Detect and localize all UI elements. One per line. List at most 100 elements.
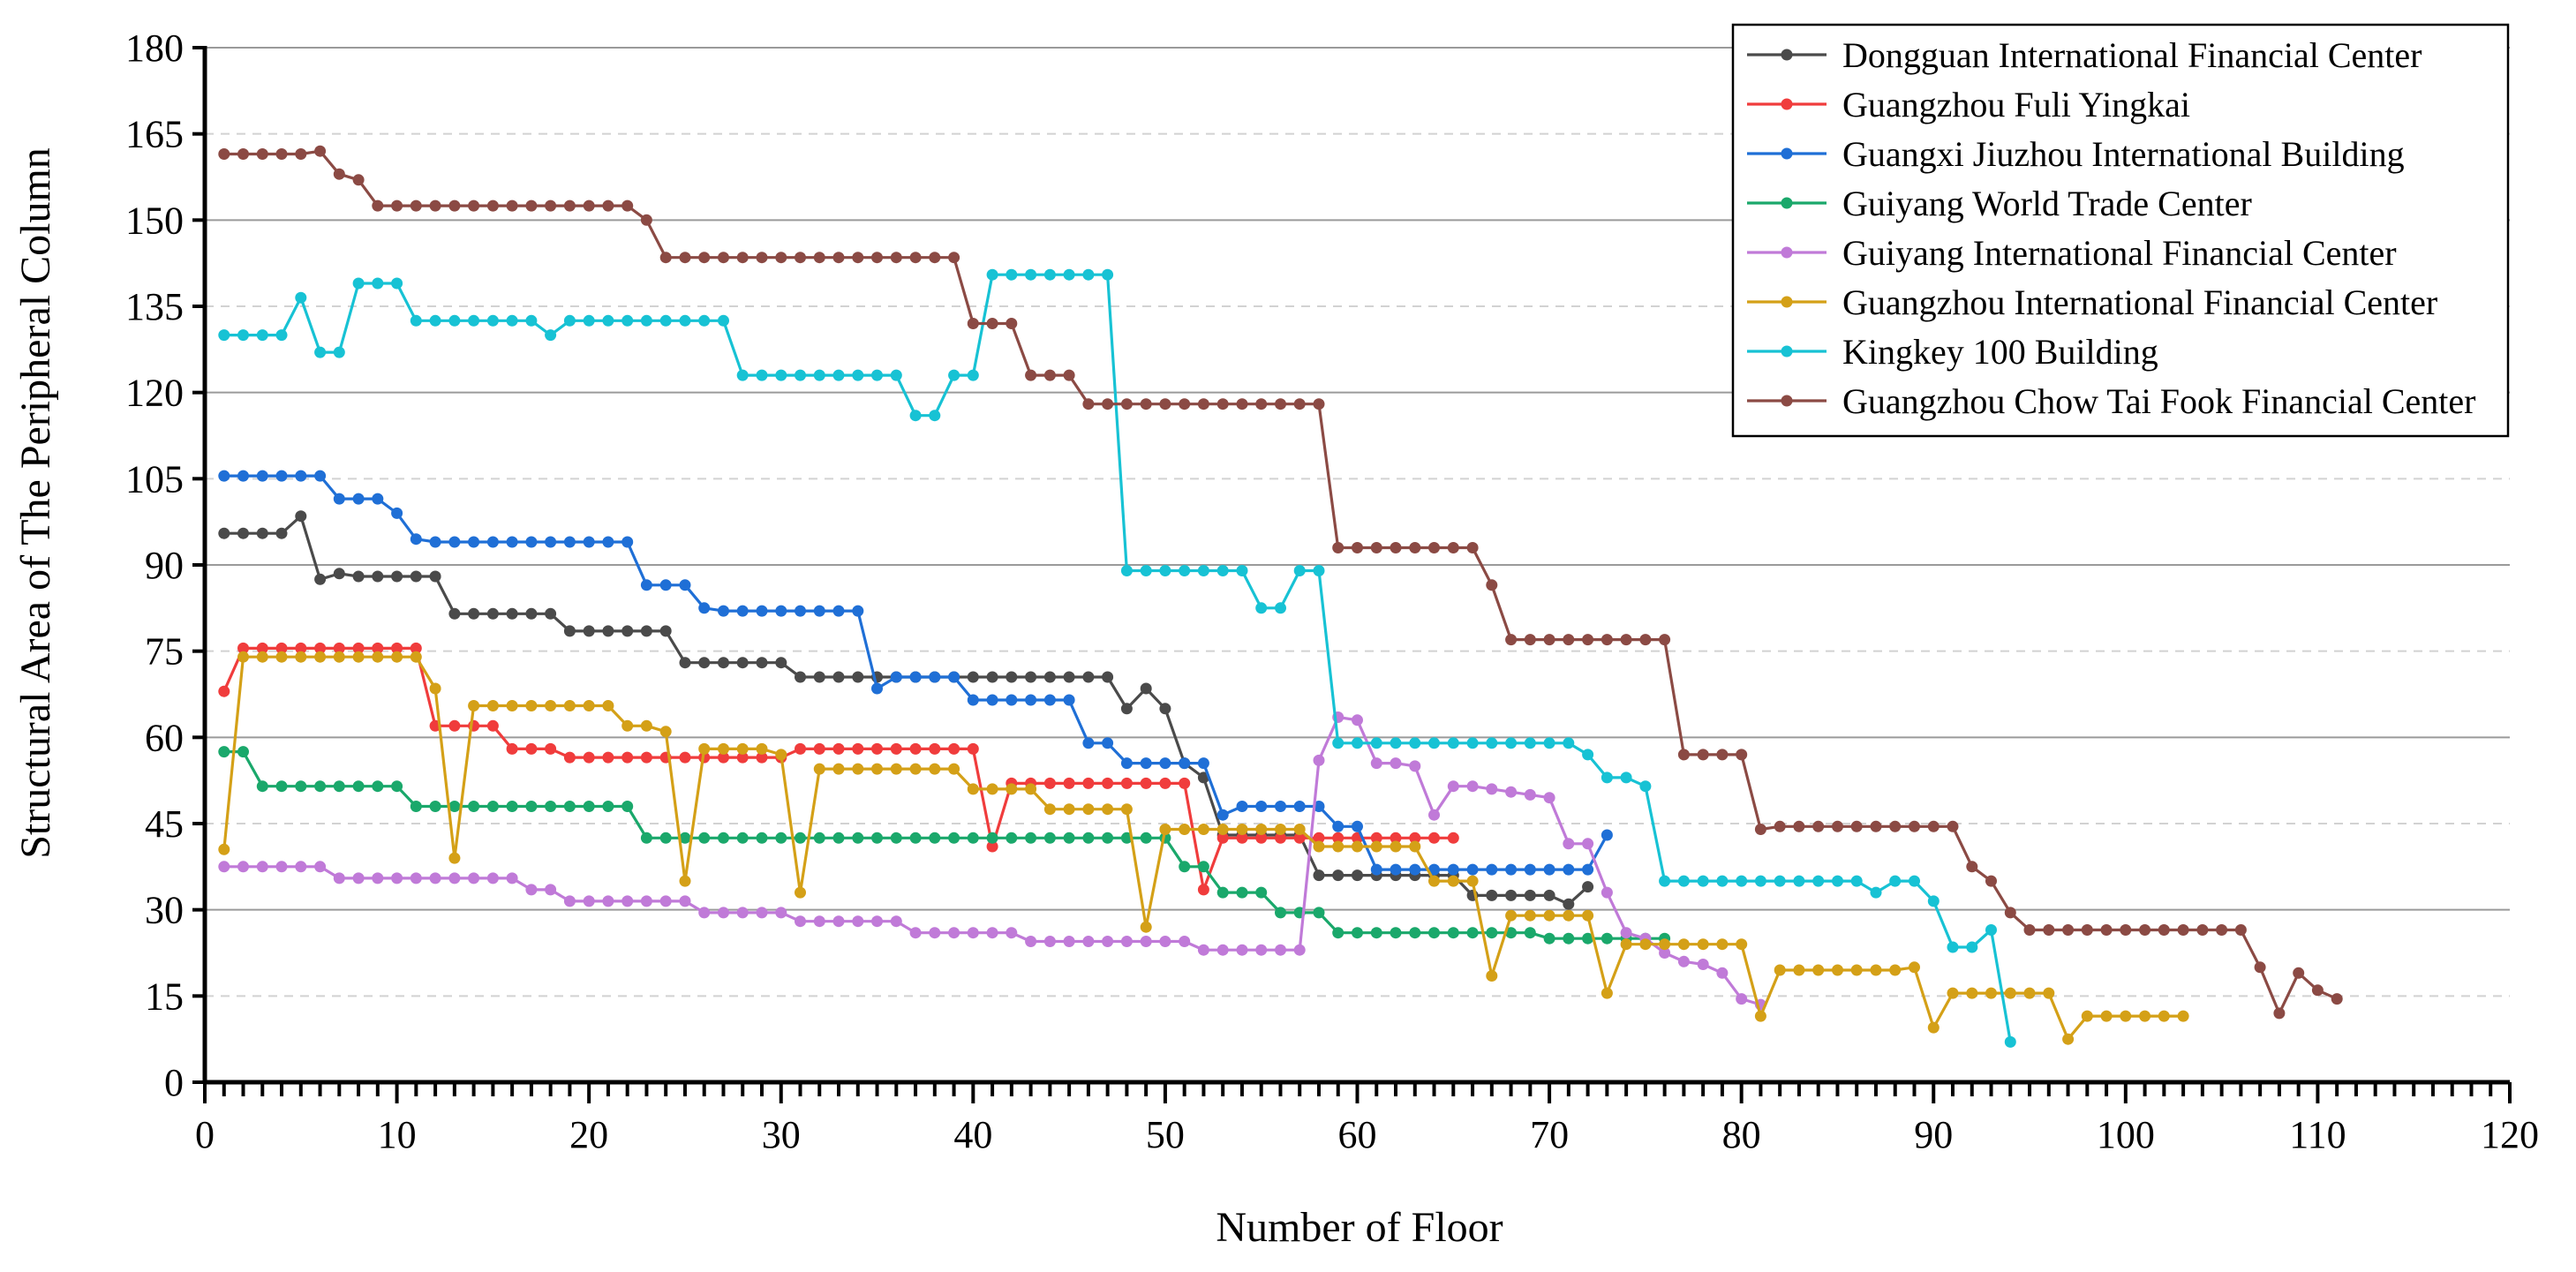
data-point [352,872,365,884]
data-point [736,369,749,381]
data-point [871,252,883,264]
data-point [1832,875,1843,887]
y-tick-label: 120 [125,372,184,415]
data-point [352,780,365,793]
data-point [429,570,441,583]
data-point [967,369,979,381]
data-point [640,214,652,226]
data-point [659,252,672,264]
data-point [486,314,499,327]
data-point [2311,984,2324,997]
data-point [563,751,576,764]
data-point [1179,565,1191,576]
data-point [525,884,538,896]
data-point [448,199,461,212]
data-point [852,605,864,617]
data-point [1543,889,1555,901]
data-point [1197,824,1209,835]
data-point [640,832,652,844]
data-point [1409,542,1421,553]
data-point [1159,936,1171,947]
data-point [1582,909,1594,922]
y-tick-label: 15 [145,975,184,1018]
data-point [1313,754,1325,766]
data-point [718,657,729,669]
data-point [1582,634,1594,646]
data-point [1216,886,1229,899]
data-point [525,607,538,620]
data-point [967,742,979,755]
data-point [1006,927,1018,939]
data-point [506,607,518,620]
data-point [1850,875,1863,887]
data-point [871,832,883,844]
data-point [1082,777,1095,789]
data-point [1197,944,1209,956]
data-point [948,927,960,939]
y-tick-label: 60 [145,716,184,759]
data-point [2100,1010,2113,1022]
data-point [698,252,711,264]
data-point [391,277,403,290]
data-point [1582,881,1594,893]
data-point [333,651,345,663]
data-point [1870,964,1882,976]
data-point [1524,927,1536,939]
data-point [1102,268,1114,281]
legend-marker [1781,197,1793,209]
data-point [679,314,691,327]
data-point [948,763,960,775]
data-point [679,751,691,764]
legend-label: Guiyang World Trade Center [1842,184,2252,223]
data-point [506,872,518,884]
data-point [1697,875,1709,887]
data-point [333,493,345,505]
data-point [621,314,634,327]
data-point [1677,749,1690,761]
data-point [1466,927,1479,939]
data-point [237,642,249,654]
legend-item: Guiyang World Trade Center [1747,184,2252,223]
data-point [813,252,825,264]
data-point [583,199,595,212]
data-point [1140,682,1152,695]
legend-item: Kingkey 100 Building [1747,332,2158,372]
data-point [1082,832,1095,844]
data-point [391,872,403,884]
data-point [1275,907,1286,919]
data-point [486,872,499,884]
data-point [448,719,461,732]
data-point [1313,907,1325,919]
data-point [1889,964,1902,976]
data-point [1255,832,1268,844]
y-tick-label: 75 [145,630,184,674]
data-point [1102,671,1114,683]
legend-item: Dongguan International Financial Center [1747,35,2422,75]
data-point [525,801,538,812]
data-point [429,872,441,884]
data-point [1505,909,1518,922]
data-point [372,642,384,654]
data-point [1120,803,1133,816]
data-point [545,329,557,342]
data-point [890,915,902,928]
data-point [1102,737,1114,749]
data-point [295,780,307,793]
data-point [2273,1007,2286,1020]
data-point [986,694,998,706]
data-point [2081,924,2093,936]
data-point [563,314,576,327]
x-tick-label: 60 [1338,1113,1377,1156]
data-point [486,801,499,812]
data-point [468,801,480,812]
data-point [929,252,941,264]
data-point [1370,927,1382,939]
data-point [1006,783,1018,795]
data-point [1428,832,1440,844]
data-point [736,832,749,844]
data-point [698,742,711,755]
data-point [1179,777,1191,789]
data-point [1409,737,1421,749]
data-point [314,346,327,358]
data-point [1582,932,1594,945]
